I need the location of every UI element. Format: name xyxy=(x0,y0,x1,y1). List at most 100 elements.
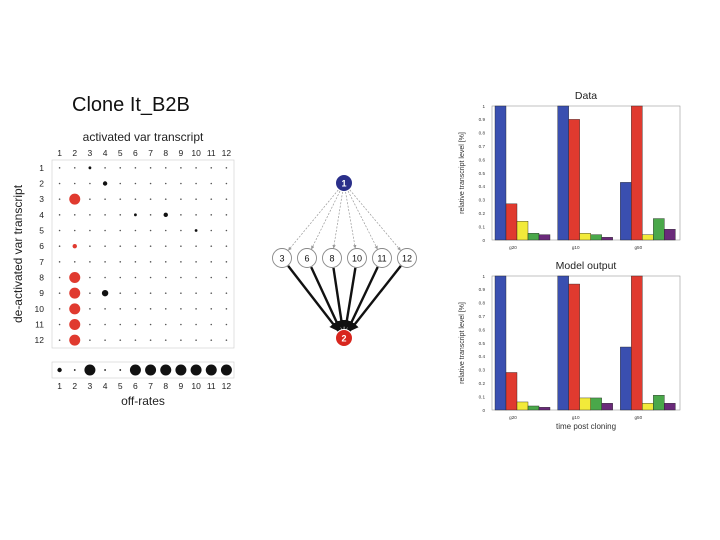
matrix-dot xyxy=(134,323,137,326)
matrix-dot xyxy=(119,182,122,185)
bar-y-tick: 0.6 xyxy=(479,327,486,332)
bar-y-tick: 0.5 xyxy=(479,171,486,176)
bar-y-label: relative transcript level [%] xyxy=(459,302,466,384)
bar-chart-title: Data xyxy=(575,90,597,102)
matrix-dot xyxy=(195,292,197,294)
matrix-dot xyxy=(164,198,167,200)
matrix-dot xyxy=(134,167,137,169)
bar-x-label: time post cloning xyxy=(556,422,616,431)
offrate-point xyxy=(57,367,62,373)
graph-edge-black xyxy=(342,267,357,331)
matrix-dot xyxy=(104,261,106,263)
matrix-dot xyxy=(195,308,197,310)
graph-edge-gray xyxy=(311,190,341,250)
matrix-dot xyxy=(164,245,167,247)
graph-middle-label: 8 xyxy=(329,254,334,264)
matrix-black-point xyxy=(88,166,92,170)
matrix-dot xyxy=(225,261,228,263)
matrix-dot xyxy=(104,245,106,247)
bar-y-tick: 0 xyxy=(482,238,485,243)
matrix-dot xyxy=(195,323,197,326)
matrix-dot xyxy=(164,308,167,310)
matrix-y-tick: 3 xyxy=(39,194,44,204)
matrix-y-tick: 4 xyxy=(39,210,44,220)
matrix-x-tick: 10 xyxy=(191,148,201,158)
bar xyxy=(590,397,602,411)
matrix-dot xyxy=(225,198,228,200)
matrix-black-point xyxy=(102,181,108,186)
matrix-y-tick: 5 xyxy=(39,226,44,236)
bar xyxy=(631,105,643,241)
matrix-dot xyxy=(195,261,197,263)
graph-middle-node xyxy=(272,248,292,268)
matrix-dot xyxy=(149,292,152,294)
bar-y-tick: 0.2 xyxy=(479,381,486,386)
matrix-dot xyxy=(119,292,122,294)
network-graph: 1 3 6 8 10 11 12 2 xyxy=(272,174,417,347)
matrix-dot xyxy=(210,229,213,232)
graph-source-node xyxy=(335,174,353,192)
matrix-dot xyxy=(73,261,76,263)
matrix-dot xyxy=(210,198,213,200)
graph-edge-gray xyxy=(345,191,357,249)
matrix-dot xyxy=(225,245,228,247)
bar xyxy=(568,283,580,411)
matrix-dot xyxy=(134,276,137,279)
matrix-chart: activated var transcript de-activated var… xyxy=(11,130,235,408)
matrix-dot xyxy=(195,339,197,341)
matrix-dot xyxy=(104,167,106,169)
matrix-dot xyxy=(134,292,137,294)
matrix-dot xyxy=(164,323,167,326)
matrix-dot xyxy=(164,229,167,232)
matrix-y-tick: 7 xyxy=(39,257,44,267)
matrix-dot xyxy=(149,229,152,232)
matrix-dot xyxy=(149,214,152,216)
graph-middle-label: 10 xyxy=(352,254,362,264)
graph-middle-node xyxy=(322,248,342,268)
offrates-tick: 5 xyxy=(118,381,123,391)
bar-y-tick: 0.7 xyxy=(479,144,486,149)
matrix-y-tick: 8 xyxy=(39,273,44,283)
graph-middle-label: 6 xyxy=(304,254,309,264)
matrix-dot xyxy=(149,198,152,200)
offrates-tick: 7 xyxy=(148,381,153,391)
matrix-dot xyxy=(225,214,228,216)
bar xyxy=(527,233,540,241)
bar xyxy=(590,234,602,241)
bar xyxy=(568,119,580,241)
matrix-dot xyxy=(225,229,228,232)
bar xyxy=(631,275,643,411)
matrix-dot xyxy=(89,245,91,247)
matrix-red-point xyxy=(69,303,81,315)
bar-y-tick: 0.8 xyxy=(479,301,486,306)
bar-y-tick: 0.1 xyxy=(479,394,486,399)
matrix-x-tick: 8 xyxy=(163,148,168,158)
matrix-x-tick: 9 xyxy=(179,148,184,158)
graph-edge-black xyxy=(287,265,340,332)
matrix-dot xyxy=(225,339,228,341)
matrix-dot xyxy=(89,323,91,326)
matrix-dot xyxy=(58,198,61,200)
matrix-x-tick: 1 xyxy=(57,148,62,158)
bar xyxy=(620,182,632,241)
matrix-dot xyxy=(73,229,76,232)
bar xyxy=(579,397,591,411)
matrix-red-point xyxy=(69,272,81,283)
graph-middle-node xyxy=(347,248,367,268)
matrix-dot xyxy=(58,214,61,216)
graph-middle-node xyxy=(297,248,317,268)
offrate-point xyxy=(129,364,141,376)
matrix-x-label: activated var transcript xyxy=(83,130,204,144)
matrix-dot xyxy=(164,292,167,294)
bar-y-tick: 1 xyxy=(482,104,485,109)
graph-target-label: 2 xyxy=(341,334,346,344)
matrix-dot xyxy=(164,261,167,263)
matrix-y-tick: 2 xyxy=(39,179,44,189)
matrix-x-tick: 7 xyxy=(148,148,153,158)
graph-target-node xyxy=(335,329,353,347)
matrix-dot xyxy=(210,167,213,169)
matrix-dot xyxy=(149,245,152,247)
graph-edge-gray xyxy=(332,191,343,249)
matrix-dot xyxy=(164,167,167,169)
bar xyxy=(579,233,591,241)
